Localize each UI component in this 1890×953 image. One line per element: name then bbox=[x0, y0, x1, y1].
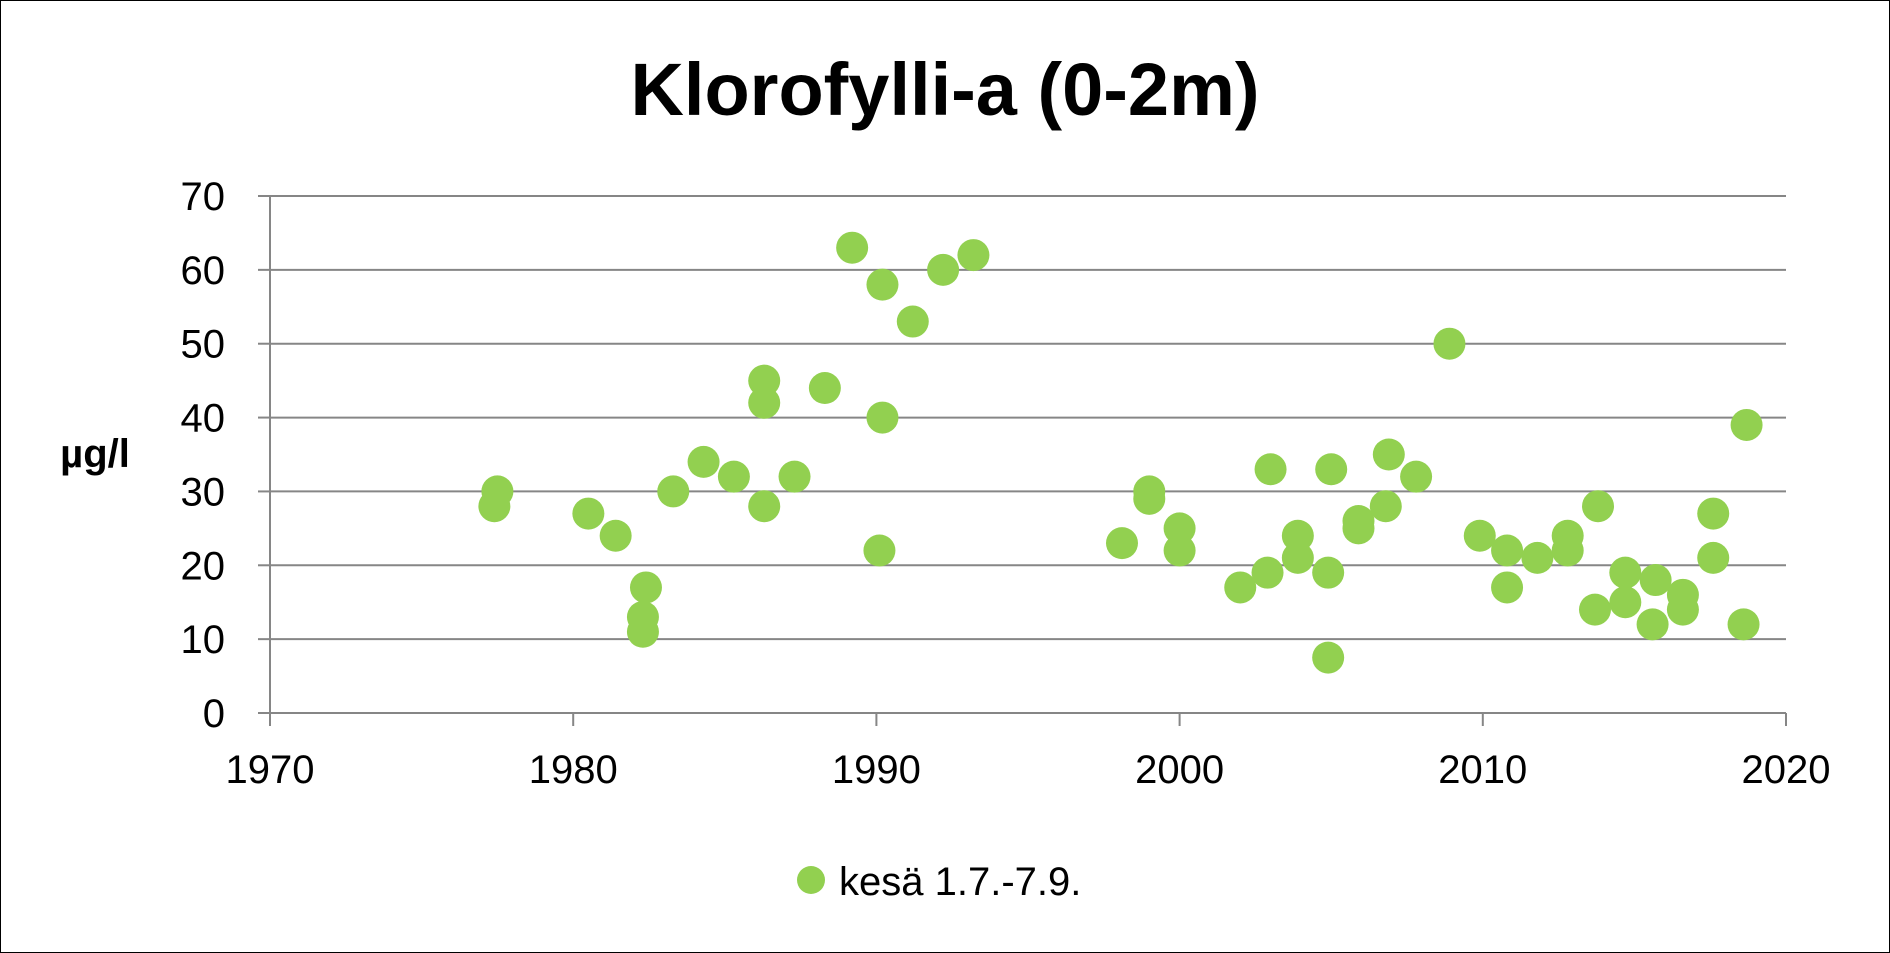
data-point-0-42 bbox=[1491, 571, 1524, 604]
data-points bbox=[478, 231, 1763, 674]
axes bbox=[258, 195, 1787, 726]
x-tick-label-2020: 2020 bbox=[1742, 748, 1831, 792]
data-point-0-3 bbox=[599, 519, 632, 552]
data-point-0-39 bbox=[1400, 460, 1433, 493]
data-point-0-10 bbox=[748, 490, 781, 523]
y-tick-label-60: 60 bbox=[181, 249, 226, 293]
data-point-0-9 bbox=[717, 460, 750, 493]
y-tick-label-40: 40 bbox=[181, 397, 226, 441]
data-point-0-11 bbox=[748, 364, 781, 397]
data-point-0-6 bbox=[629, 571, 662, 604]
tick-labels: 0 10 20 30 40 50 60 70 1970 1980 1990 2000 2010 2020 bbox=[181, 175, 1831, 792]
legend-marker bbox=[797, 866, 825, 894]
data-point-0-51 bbox=[1636, 608, 1669, 641]
data-point-0-20 bbox=[927, 253, 960, 286]
y-tick-label-30: 30 bbox=[181, 470, 226, 514]
data-point-0-55 bbox=[1697, 541, 1730, 574]
data-point-0-31 bbox=[1281, 541, 1314, 574]
y-axis-label: µg/l bbox=[60, 432, 130, 476]
y-tick-label-70: 70 bbox=[181, 175, 226, 219]
data-point-0-27 bbox=[1224, 571, 1257, 604]
data-point-0-8 bbox=[687, 445, 720, 478]
data-point-0-48 bbox=[1582, 490, 1615, 523]
data-point-0-18 bbox=[866, 401, 899, 434]
data-point-0-12 bbox=[748, 386, 781, 419]
data-point-0-40 bbox=[1433, 327, 1466, 360]
data-point-0-21 bbox=[957, 239, 990, 272]
data-point-0-1 bbox=[481, 475, 514, 508]
data-point-0-19 bbox=[896, 305, 929, 338]
data-point-0-30 bbox=[1281, 519, 1314, 552]
data-point-0-28 bbox=[1251, 556, 1284, 589]
data-point-0-29 bbox=[1254, 453, 1287, 486]
legend-label: kesä 1.7.-7.9. bbox=[839, 860, 1081, 904]
data-point-0-17 bbox=[866, 268, 899, 301]
data-point-0-37 bbox=[1369, 490, 1402, 523]
y-tick-label-0: 0 bbox=[203, 692, 225, 736]
data-point-0-58 bbox=[1730, 408, 1763, 441]
legend: kesä 1.7.-7.9. bbox=[797, 860, 1081, 904]
data-point-0-47 bbox=[1578, 593, 1611, 626]
x-tick-label-1970: 1970 bbox=[226, 748, 315, 792]
data-point-0-15 bbox=[836, 231, 869, 264]
data-point-0-32 bbox=[1312, 641, 1345, 674]
data-point-0-57 bbox=[1727, 608, 1760, 641]
data-point-0-25 bbox=[1163, 512, 1196, 545]
data-point-0-52 bbox=[1639, 564, 1672, 597]
x-tick-label-1980: 1980 bbox=[529, 748, 618, 792]
x-tick-label-1990: 1990 bbox=[832, 748, 921, 792]
data-point-0-2 bbox=[572, 497, 605, 530]
data-point-0-26 bbox=[1163, 534, 1196, 567]
data-point-0-50 bbox=[1609, 586, 1642, 619]
data-point-0-33 bbox=[1312, 556, 1345, 589]
gridlines bbox=[270, 195, 1786, 641]
data-point-0-24 bbox=[1133, 475, 1166, 508]
data-point-0-43 bbox=[1491, 534, 1524, 567]
data-point-0-7 bbox=[657, 475, 690, 508]
data-point-0-54 bbox=[1666, 593, 1699, 626]
y-tick-label-10: 10 bbox=[181, 618, 226, 662]
data-point-0-34 bbox=[1315, 453, 1348, 486]
data-point-0-49 bbox=[1609, 556, 1642, 589]
data-point-0-41 bbox=[1463, 519, 1496, 552]
data-point-0-16 bbox=[863, 534, 896, 567]
data-point-0-14 bbox=[808, 372, 841, 405]
x-tick-label-2010: 2010 bbox=[1438, 748, 1527, 792]
data-point-0-36 bbox=[1342, 504, 1375, 537]
data-point-0-13 bbox=[778, 460, 811, 493]
data-point-0-44 bbox=[1521, 541, 1554, 574]
data-point-0-5 bbox=[626, 600, 659, 633]
data-point-0-38 bbox=[1372, 438, 1405, 471]
data-point-0-46 bbox=[1551, 534, 1584, 567]
data-point-0-56 bbox=[1697, 497, 1730, 530]
x-tick-label-2000: 2000 bbox=[1135, 748, 1224, 792]
data-point-0-22 bbox=[1105, 527, 1138, 560]
y-tick-label-50: 50 bbox=[181, 323, 226, 367]
y-tick-label-20: 20 bbox=[181, 544, 226, 588]
chart-title: Klorofylli-a (0-2m) bbox=[630, 48, 1259, 131]
